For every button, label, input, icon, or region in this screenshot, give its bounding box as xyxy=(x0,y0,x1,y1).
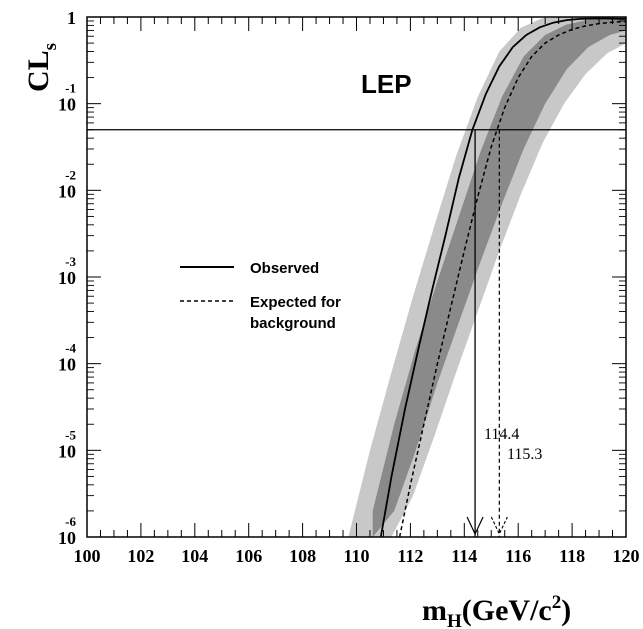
x-tick-label: 110 xyxy=(343,546,369,566)
observed-limit-label: 114.4 xyxy=(484,426,519,443)
observed-line xyxy=(379,17,626,537)
legend: Observed Expected for background xyxy=(180,260,341,332)
labels-layer: 100 102 104 106 108 110 112 114 116 118 120110-110… xyxy=(58,8,640,566)
x-tick-label: 108 xyxy=(289,546,316,566)
x-tick-label: 102 xyxy=(127,546,154,566)
x-axis-title-mid: (GeV/c xyxy=(462,594,552,627)
y-tick-label: 10 xyxy=(58,95,76,115)
y-tick-label: 1 xyxy=(67,8,76,28)
series-layer xyxy=(379,17,626,537)
expected-limit-label: 115.3 xyxy=(507,446,542,463)
observed-limit-arrow xyxy=(466,516,484,536)
y-tick-label: 10 xyxy=(58,268,76,288)
x-axis-title-sup: 2 xyxy=(552,592,562,613)
y-tick-exponent: -6 xyxy=(65,514,76,529)
y-tick-exponent: -2 xyxy=(65,167,76,182)
x-tick-label: 120 xyxy=(613,546,640,566)
y-tick-exponent: -3 xyxy=(65,254,76,269)
ticks-layer xyxy=(86,16,627,538)
x-axis-title-post: ) xyxy=(561,594,571,627)
legend-expected-label-2: background xyxy=(250,315,336,332)
expected-limit-arrow xyxy=(490,516,508,536)
x-tick-label: 118 xyxy=(559,546,585,566)
legend-observed-label: Observed xyxy=(250,260,319,277)
y-axis-title-main: CL xyxy=(22,50,55,92)
y-tick-label: 10 xyxy=(58,355,76,375)
x-axis-title-pre: m xyxy=(422,594,447,627)
y-tick-exponent: -1 xyxy=(65,81,76,96)
y-axis-title: CLs xyxy=(22,43,61,92)
x-tick-label: 114 xyxy=(451,546,477,566)
x-tick-label: 106 xyxy=(235,546,262,566)
expected-line xyxy=(398,20,626,537)
y-axis-title-sub: s xyxy=(40,43,61,50)
y-tick-exponent: -4 xyxy=(65,341,76,356)
x-tick-label: 104 xyxy=(181,546,208,566)
chart-title: LEP xyxy=(361,69,412,99)
y-tick-label: 10 xyxy=(58,181,76,201)
x-tick-label: 112 xyxy=(397,546,423,566)
x-tick-label: 116 xyxy=(505,546,531,566)
x-axis-title-sub: H xyxy=(447,611,462,629)
y-tick-label: 10 xyxy=(58,528,76,548)
y-tick-label: 10 xyxy=(58,441,76,461)
x-tick-label: 100 xyxy=(74,546,101,566)
legend-expected-label-1: Expected for xyxy=(250,294,341,311)
y-tick-exponent: -5 xyxy=(65,427,76,442)
x-axis-title: mH(GeV/c2) xyxy=(422,592,571,629)
